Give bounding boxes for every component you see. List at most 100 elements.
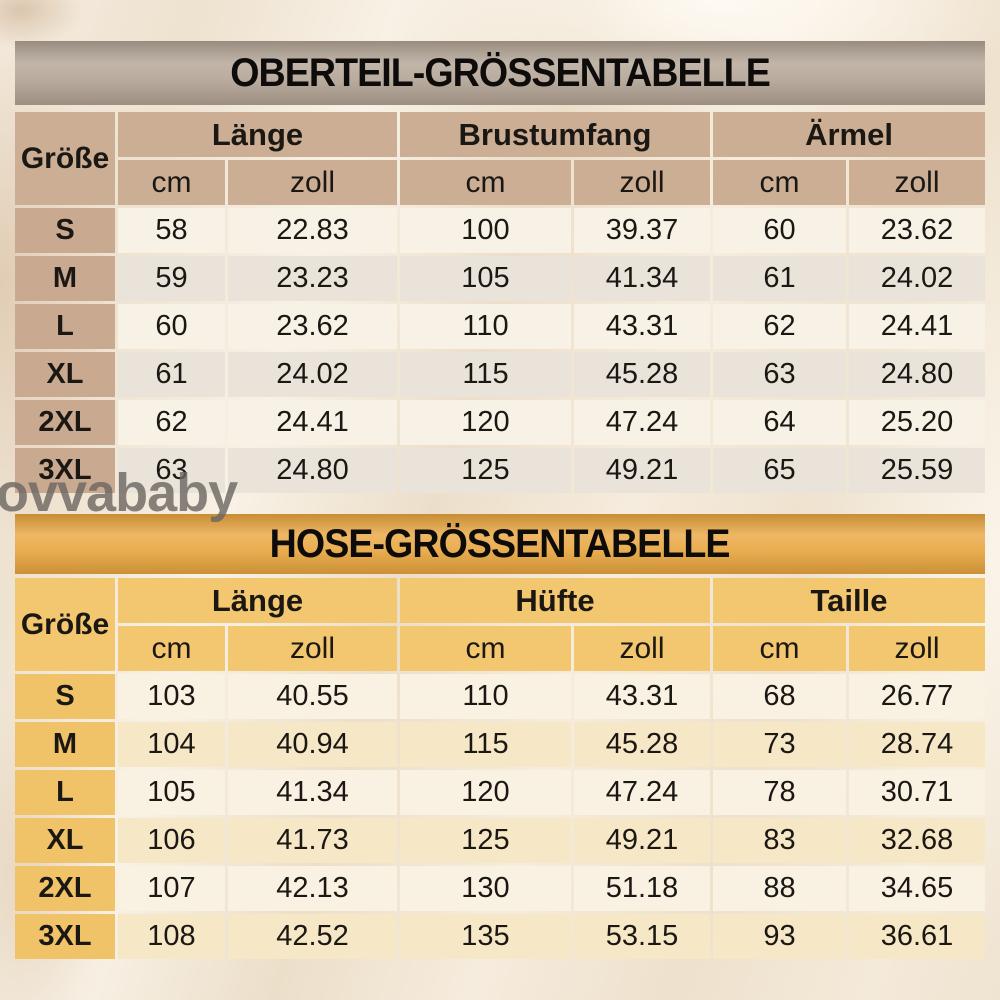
measurement-value: 73: [713, 722, 846, 767]
column-group-header: Taille: [713, 578, 985, 623]
measurement-value: 100: [400, 208, 571, 253]
measurement-value: 115: [400, 352, 571, 397]
measurement-value: 59: [118, 256, 225, 301]
measurement-value: 23.23: [228, 256, 397, 301]
unit-header: zoll: [228, 160, 397, 205]
hose-title-banner: HOSE-GRÖSSENTABELLE: [15, 514, 985, 574]
measurement-value: 24.02: [849, 256, 985, 301]
measurement-value: 45.28: [574, 352, 710, 397]
measurement-value: 24.41: [849, 304, 985, 349]
measurement-value: 62: [713, 304, 846, 349]
measurement-value: 110: [400, 304, 571, 349]
measurement-value: 106: [118, 818, 225, 863]
size-label: 3XL: [15, 448, 115, 493]
column-group-header: Hüfte: [400, 578, 710, 623]
measurement-value: 78: [713, 770, 846, 815]
size-label: XL: [15, 352, 115, 397]
measurement-value: 41.34: [228, 770, 397, 815]
size-label: S: [15, 674, 115, 719]
size-label: L: [15, 304, 115, 349]
measurement-value: 62: [118, 400, 225, 445]
measurement-value: 32.68: [849, 818, 985, 863]
measurement-value: 30.71: [849, 770, 985, 815]
measurement-value: 68: [713, 674, 846, 719]
unit-header: zoll: [228, 626, 397, 671]
size-column-header: Größe: [15, 578, 115, 671]
measurement-value: 93: [713, 914, 846, 959]
column-group-header: Ärmel: [713, 112, 985, 157]
watermark: ovvababy: [0, 463, 238, 523]
measurement-value: 105: [118, 770, 225, 815]
unit-header: zoll: [574, 626, 710, 671]
measurement-value: 42.52: [228, 914, 397, 959]
measurement-value: 47.24: [574, 770, 710, 815]
measurement-value: 64: [713, 400, 846, 445]
unit-header: cm: [400, 160, 571, 205]
measurement-value: 61: [713, 256, 846, 301]
measurement-value: 110: [400, 674, 571, 719]
unit-header: zoll: [574, 160, 710, 205]
unit-header: zoll: [849, 160, 985, 205]
measurement-value: 63: [713, 352, 846, 397]
size-label: M: [15, 256, 115, 301]
measurement-value: 43.31: [574, 304, 710, 349]
measurement-value: 130: [400, 866, 571, 911]
unit-header: zoll: [849, 626, 985, 671]
oberteil-size-table: Größe Länge Brustumfang Ärmel cm zoll cm zoll cm…: [15, 112, 985, 493]
oberteil-title-banner: OBERTEIL-GRÖSSENTABELLE: [15, 41, 985, 105]
measurement-value: 108: [118, 914, 225, 959]
measurement-value: 60: [713, 208, 846, 253]
measurement-value: 120: [400, 400, 571, 445]
measurement-value: 40.55: [228, 674, 397, 719]
measurement-value: 24.02: [228, 352, 397, 397]
measurement-value: 115: [400, 722, 571, 767]
size-column-header: Größe: [15, 112, 115, 205]
hose-size-table: Größe Länge Hüfte Taille cm zoll cm zoll cm zoll S…: [15, 578, 985, 959]
measurement-value: 26.77: [849, 674, 985, 719]
measurement-value: 25.20: [849, 400, 985, 445]
measurement-value: 45.28: [574, 722, 710, 767]
measurement-value: 125: [400, 818, 571, 863]
unit-header: cm: [118, 160, 225, 205]
column-group-header: Länge: [118, 112, 397, 157]
size-label: 2XL: [15, 866, 115, 911]
measurement-value: 88: [713, 866, 846, 911]
measurement-value: 40.94: [228, 722, 397, 767]
measurement-value: 24.41: [228, 400, 397, 445]
measurement-value: 41.73: [228, 818, 397, 863]
measurement-value: 53.15: [574, 914, 710, 959]
size-label: XL: [15, 818, 115, 863]
hose-table-title: HOSE-GRÖSSENTABELLE: [270, 521, 731, 566]
measurement-value: 49.21: [574, 818, 710, 863]
size-label: 3XL: [15, 914, 115, 959]
measurement-value: 60: [118, 304, 225, 349]
measurement-value: 22.83: [228, 208, 397, 253]
size-label: S: [15, 208, 115, 253]
measurement-value: 125: [400, 448, 571, 493]
measurement-value: 63: [118, 448, 225, 493]
measurement-value: 34.65: [849, 866, 985, 911]
measurement-value: 51.18: [574, 866, 710, 911]
column-group-header: Brustumfang: [400, 112, 710, 157]
measurement-value: 36.61: [849, 914, 985, 959]
measurement-value: 58: [118, 208, 225, 253]
measurement-value: 23.62: [228, 304, 397, 349]
size-label: M: [15, 722, 115, 767]
measurement-value: 104: [118, 722, 225, 767]
measurement-value: 49.21: [574, 448, 710, 493]
measurement-value: 61: [118, 352, 225, 397]
measurement-value: 41.34: [574, 256, 710, 301]
measurement-value: 24.80: [228, 448, 397, 493]
measurement-value: 24.80: [849, 352, 985, 397]
size-label: L: [15, 770, 115, 815]
measurement-value: 42.13: [228, 866, 397, 911]
measurement-value: 105: [400, 256, 571, 301]
unit-header: cm: [713, 160, 846, 205]
measurement-value: 103: [118, 674, 225, 719]
measurement-value: 28.74: [849, 722, 985, 767]
measurement-value: 65: [713, 448, 846, 493]
measurement-value: 120: [400, 770, 571, 815]
measurement-value: 83: [713, 818, 846, 863]
unit-header: cm: [400, 626, 571, 671]
unit-header: cm: [118, 626, 225, 671]
